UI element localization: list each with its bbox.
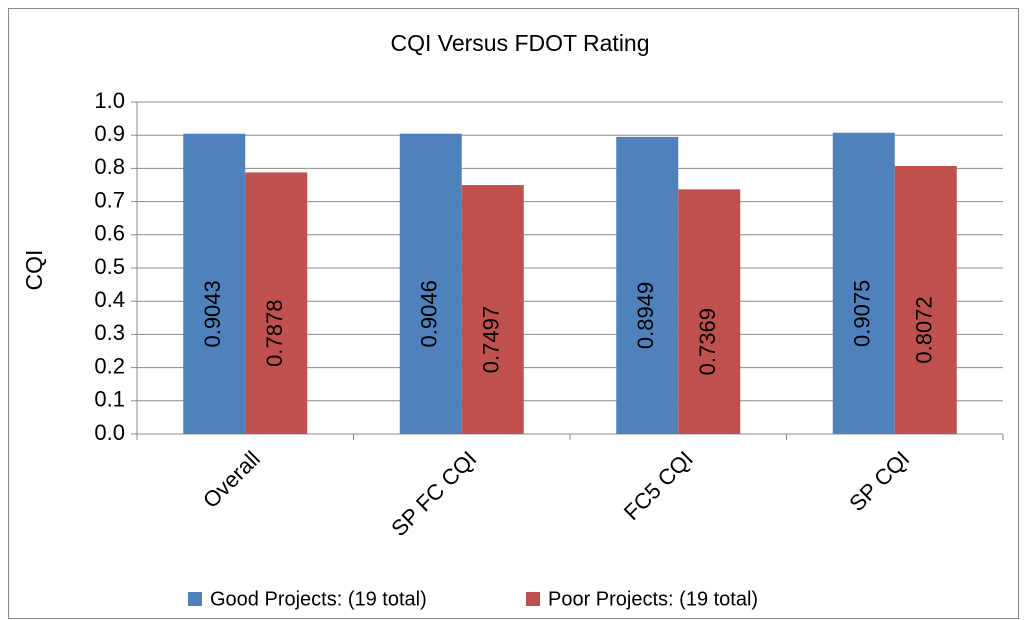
- bar: [183, 133, 246, 434]
- value-label: 0.9046: [417, 280, 442, 347]
- y-tick-label: 0.2: [94, 353, 125, 378]
- bar: [616, 136, 679, 435]
- legend-label: Poor Projects: (19 total): [548, 588, 758, 610]
- y-axis-label: CQI: [21, 250, 47, 291]
- y-tick-label: 1.0: [94, 88, 125, 113]
- value-label: 0.8072: [912, 296, 937, 363]
- legend-swatch: [526, 592, 540, 606]
- y-tick-label: 0.5: [94, 254, 125, 279]
- value-label: 0.7369: [695, 308, 720, 375]
- bar: [894, 166, 957, 435]
- chart-title: CQI Versus FDOT Rating: [390, 30, 649, 56]
- y-tick-label: 0.4: [94, 287, 125, 312]
- value-label: 0.8949: [633, 282, 658, 349]
- legend-swatch: [188, 592, 202, 606]
- bar: [678, 189, 741, 434]
- y-tick-label: 0.8: [94, 154, 125, 179]
- bar: [399, 133, 462, 435]
- y-tick-label: 0.0: [94, 420, 125, 445]
- bar: [461, 185, 524, 434]
- bar: [832, 132, 895, 434]
- value-label: 0.9075: [850, 280, 875, 347]
- bar: [245, 172, 308, 435]
- y-tick-label: 0.6: [94, 221, 125, 246]
- value-label: 0.9043: [200, 280, 225, 347]
- y-tick-label: 0.3: [94, 320, 125, 345]
- legend-label: Good Projects: (19 total): [210, 588, 427, 610]
- y-tick-label: 0.1: [94, 387, 125, 412]
- value-label: 0.7878: [262, 300, 287, 367]
- y-tick-label: 0.7: [94, 187, 125, 212]
- y-tick-label: 0.9: [94, 121, 125, 146]
- value-label: 0.7497: [479, 306, 504, 373]
